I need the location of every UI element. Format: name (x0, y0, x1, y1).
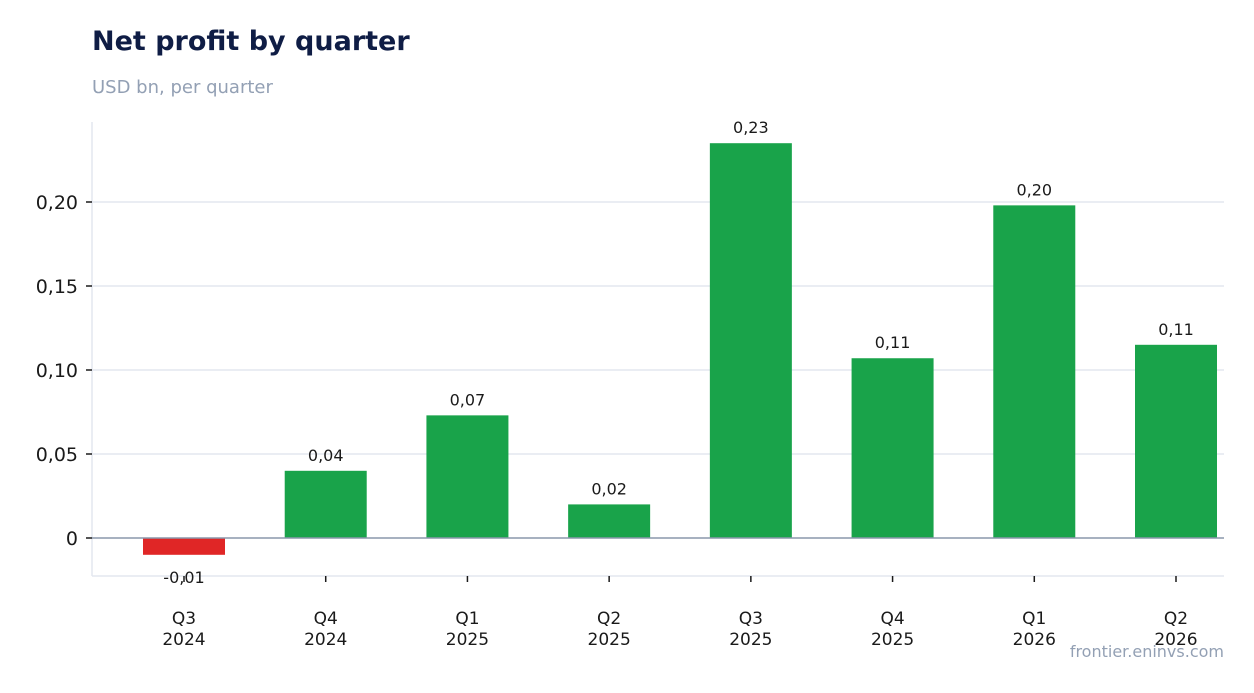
data-label: 0,11 (875, 333, 911, 352)
x-tick-label-year: 2025 (729, 630, 772, 650)
x-tick-label-quarter: Q3 (172, 609, 196, 629)
data-label: 0,20 (1016, 180, 1052, 199)
data-label: 0,23 (733, 118, 769, 137)
bar (993, 205, 1076, 539)
chart-subtitle: USD bn, per quarter (92, 77, 273, 98)
x-tick-label-year: 2026 (1013, 630, 1056, 650)
chart-title: Net profit by quarter (92, 26, 410, 57)
x-tick-label-quarter: Q2 (597, 609, 621, 629)
bar (568, 504, 651, 538)
bar (143, 538, 225, 555)
data-label: 0,11 (1158, 320, 1194, 339)
y-tick-label: 0,05 (36, 444, 78, 466)
data-label: 0,07 (450, 390, 486, 409)
x-tick-label-year: 2025 (871, 630, 914, 650)
y-tick-label: 0 (66, 528, 78, 550)
y-tick-label: 0,10 (36, 360, 78, 382)
bar (1135, 344, 1217, 538)
data-label: 0,04 (308, 446, 344, 465)
x-tick-label-quarter: Q1 (1022, 609, 1046, 629)
x-tick-label-quarter: Q3 (739, 609, 763, 629)
x-tick-label-year: 2024 (304, 630, 347, 650)
source-credit: frontier.eninvs.com (1069, 642, 1224, 661)
y-tick-label: 0,15 (36, 276, 78, 298)
x-tick-label-year: 2025 (588, 630, 631, 650)
bar (284, 470, 367, 538)
bar (851, 358, 934, 538)
x-tick-label-year: 2026 (1154, 630, 1197, 650)
x-tick-label-quarter: Q4 (314, 609, 338, 629)
x-tick-label-quarter: Q1 (455, 609, 479, 629)
x-tick-label-year: 2025 (446, 630, 489, 650)
data-label: 0,02 (591, 479, 627, 498)
x-tick-label-quarter: Q2 (1164, 609, 1188, 629)
x-tick-label-year: 2024 (162, 630, 205, 650)
x-tick-label-quarter: Q4 (880, 609, 904, 629)
bar (709, 143, 792, 538)
y-tick-label: 0,20 (36, 192, 78, 214)
bar (426, 415, 509, 538)
